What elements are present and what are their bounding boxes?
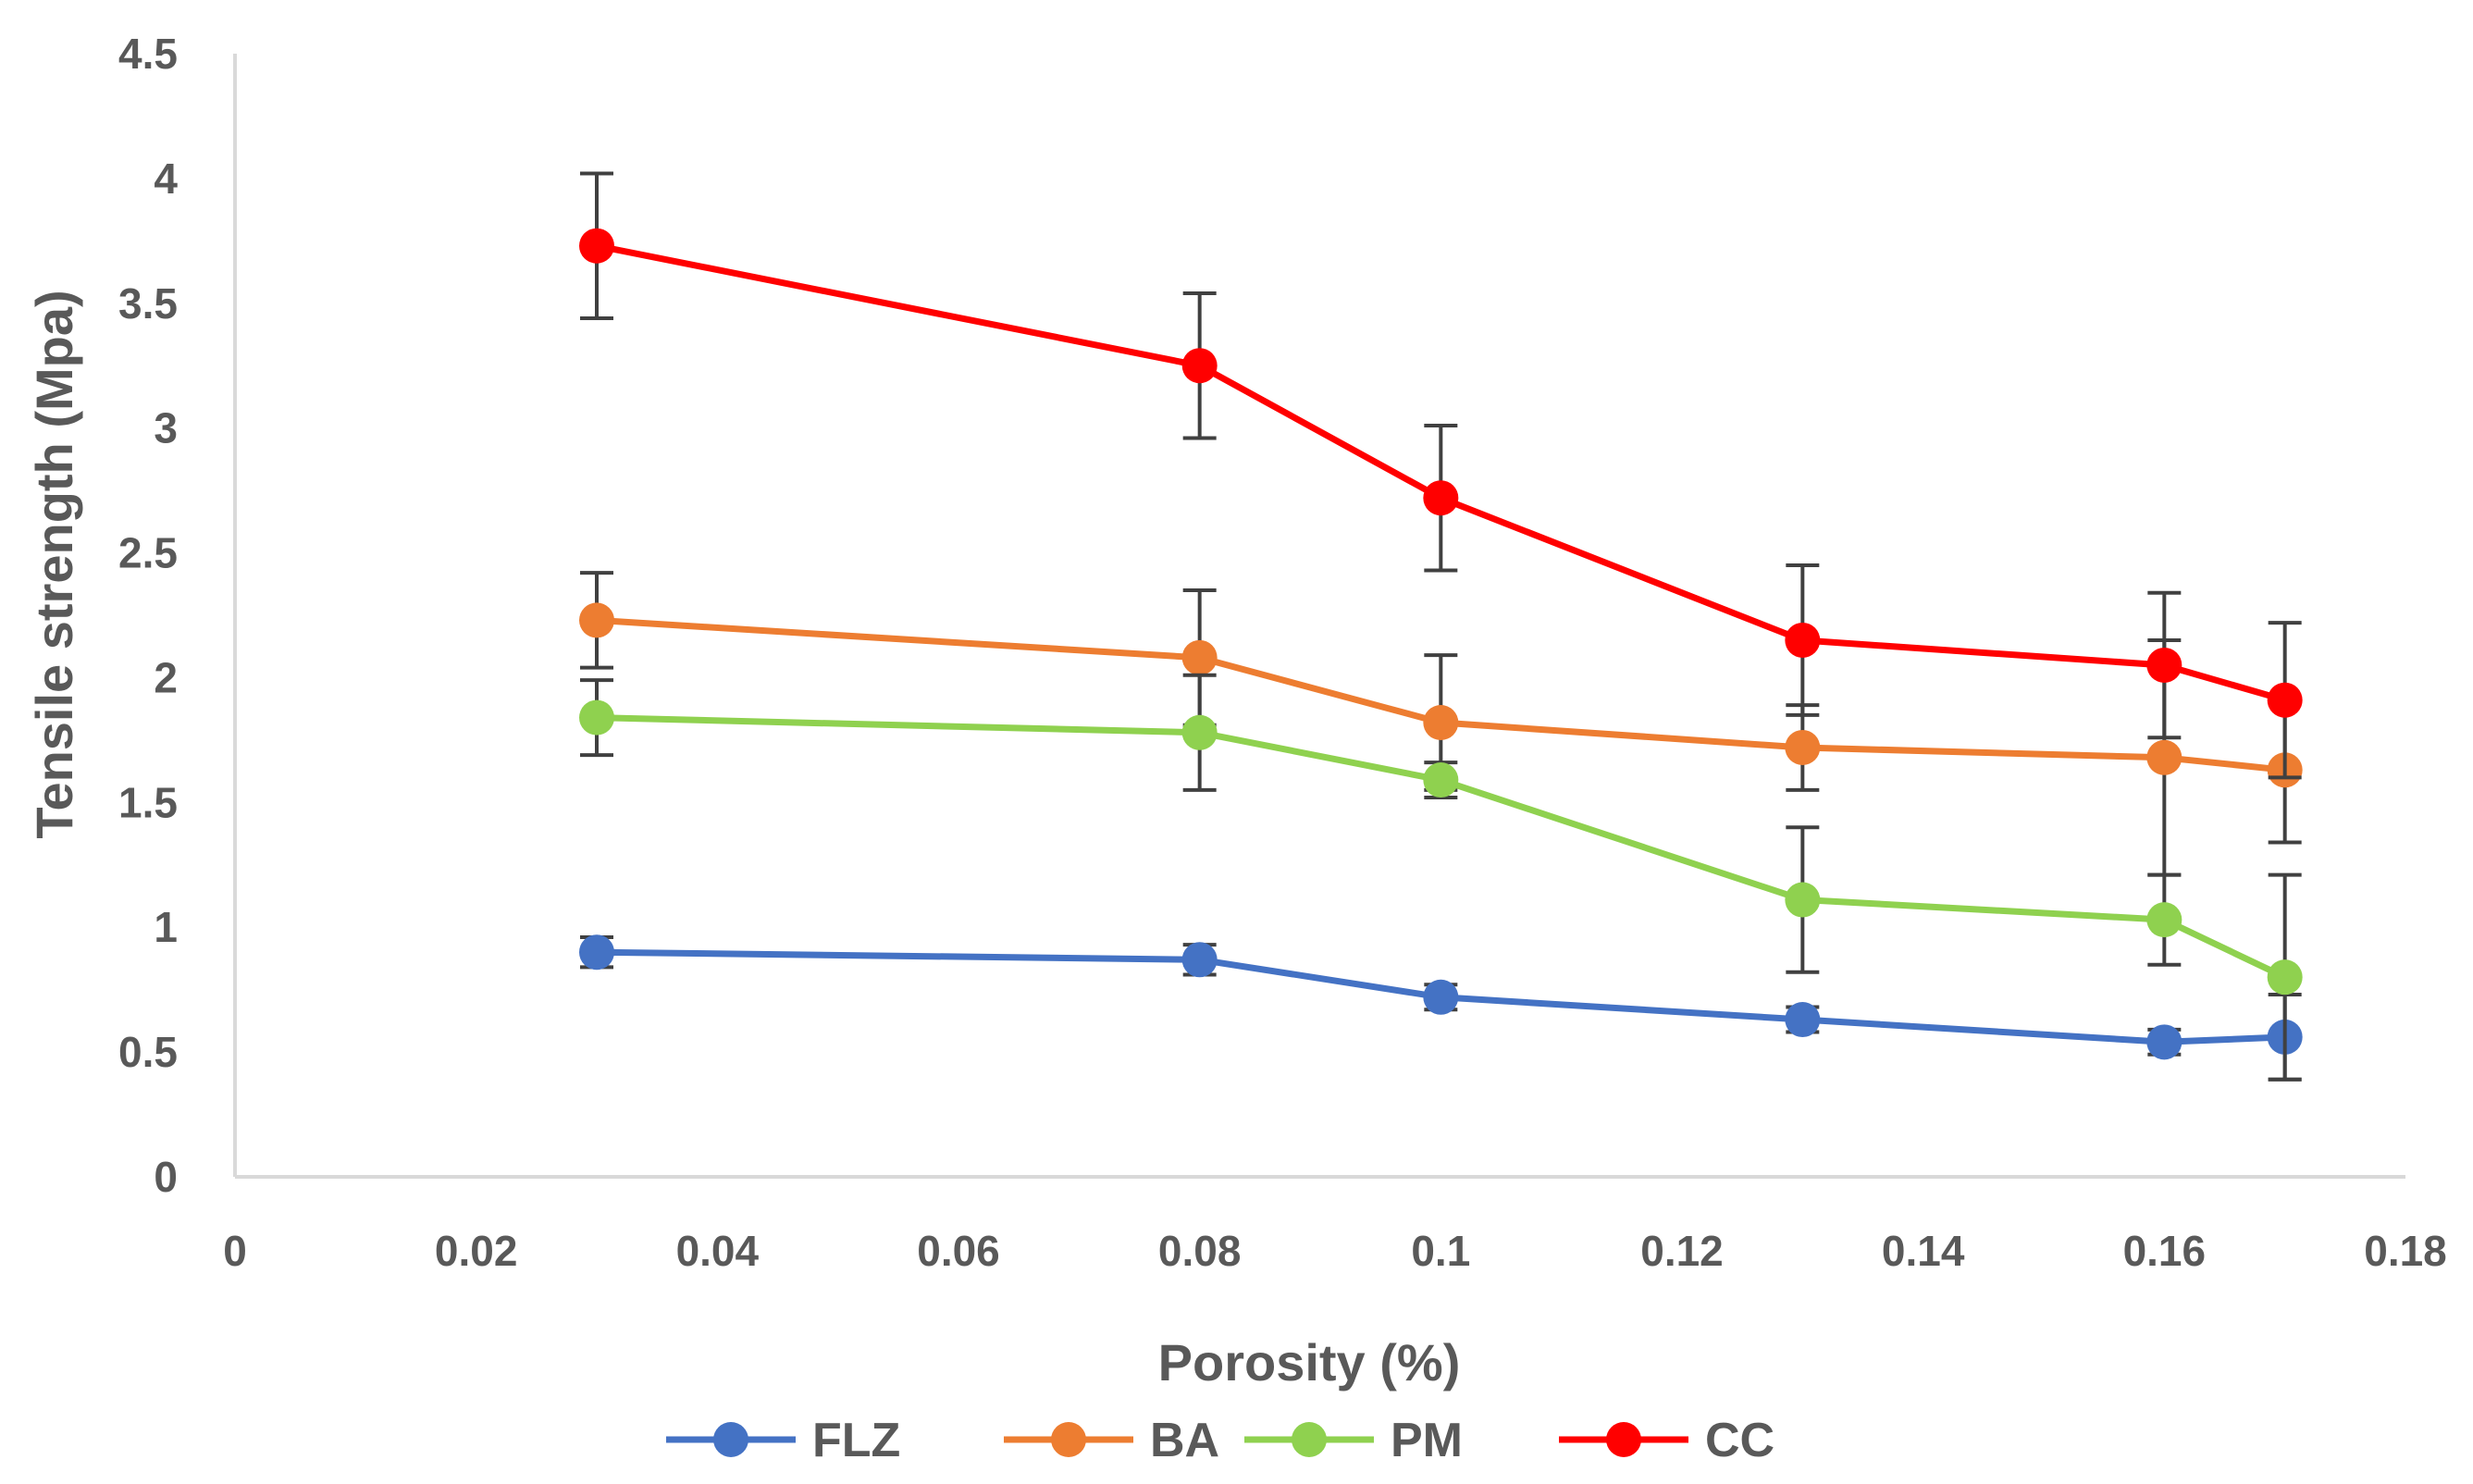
- data-point-flz: [1423, 979, 1459, 1015]
- series-line-cc: [593, 242, 2289, 704]
- legend-label: PM: [1391, 1414, 1463, 1467]
- y-tick-label: 4: [154, 155, 178, 203]
- data-point-pm: [579, 699, 614, 736]
- data-point-cc: [2146, 647, 2182, 683]
- y-tick-labels: 0 0.5 1 1.5 2 2.5 3 3.5 4 4.5: [118, 30, 178, 1201]
- series-cc: [579, 171, 2303, 780]
- x-tick-label: 0.1: [1411, 1227, 1470, 1275]
- legend-label: FLZ: [812, 1414, 900, 1467]
- legend-swatch-marker: [1606, 1422, 1641, 1457]
- x-tick-label: 0.04: [676, 1227, 760, 1275]
- data-point-cc: [1423, 480, 1459, 516]
- data-point-pm: [2146, 902, 2182, 938]
- data-point-cc: [1785, 622, 1821, 658]
- legend-label: BA: [1150, 1414, 1219, 1467]
- y-axis-title: Tensile strength (Mpa): [25, 290, 83, 838]
- y-tick-label: 4.5: [118, 30, 178, 78]
- series-line-pm: [593, 714, 2289, 981]
- legend-swatch-marker: [713, 1422, 748, 1457]
- legend: FLZ BA PM CC: [666, 1414, 1774, 1467]
- legend-item-ba: BA: [1004, 1414, 1219, 1467]
- y-tick-label: 1: [154, 903, 178, 951]
- data-point-ba: [579, 602, 614, 638]
- data-point-ba: [1785, 729, 1821, 765]
- legend-label: CC: [1705, 1414, 1774, 1467]
- x-tick-label: 0.06: [917, 1227, 1000, 1275]
- y-tick-label: 3.5: [118, 279, 178, 328]
- x-tick-label: 0: [223, 1227, 247, 1275]
- data-point-flz: [2146, 1024, 2182, 1060]
- x-axis-title: Porosity (%): [1158, 1333, 1461, 1391]
- x-tick-label: 0.02: [435, 1227, 518, 1275]
- data-point-cc: [579, 228, 614, 264]
- y-tick-label: 1.5: [118, 778, 178, 826]
- x-tick-label: 0.16: [2123, 1227, 2207, 1275]
- x-tick-label: 0.18: [2364, 1227, 2447, 1275]
- series-flz: [579, 934, 2303, 1082]
- data-point-ba: [2146, 739, 2182, 775]
- x-tick-labels: 0 0.02 0.04 0.06 0.08 0.1 0.12 0.14 0.16 0.18: [223, 1227, 2447, 1275]
- legend-swatch-marker: [1292, 1422, 1327, 1457]
- data-point-pm: [1181, 714, 1218, 750]
- data-point-ba: [1181, 639, 1218, 675]
- series-pm: [579, 673, 2303, 1082]
- legend-item-pm: PM: [1244, 1414, 1463, 1467]
- plot-area: [579, 171, 2303, 1082]
- legend-item-flz: FLZ: [666, 1414, 900, 1467]
- y-tick-label: 2: [154, 653, 178, 701]
- y-tick-label: 0.5: [118, 1028, 178, 1076]
- data-point-flz: [1785, 1002, 1821, 1038]
- legend-swatch-marker: [1051, 1422, 1086, 1457]
- data-point-cc: [1181, 348, 1218, 384]
- y-tick-label: 2.5: [118, 529, 178, 577]
- x-tick-label: 0.08: [1158, 1227, 1242, 1275]
- series-line-flz: [593, 948, 2289, 1045]
- data-point-flz: [1181, 942, 1218, 978]
- data-point-cc: [2267, 682, 2303, 718]
- data-point-pm: [2267, 959, 2303, 996]
- x-tick-label: 0.14: [1882, 1227, 1965, 1275]
- y-tick-label: 0: [154, 1153, 178, 1201]
- y-tick-label: 3: [154, 404, 178, 452]
- axes: [233, 54, 2405, 1179]
- series-line-ba: [593, 616, 2289, 773]
- legend-item-cc: CC: [1559, 1414, 1774, 1467]
- x-tick-label: 0.12: [1640, 1227, 1724, 1275]
- data-point-ba: [1423, 705, 1459, 741]
- data-point-flz: [579, 934, 614, 971]
- data-point-pm: [1785, 882, 1821, 918]
- data-point-pm: [1423, 762, 1459, 798]
